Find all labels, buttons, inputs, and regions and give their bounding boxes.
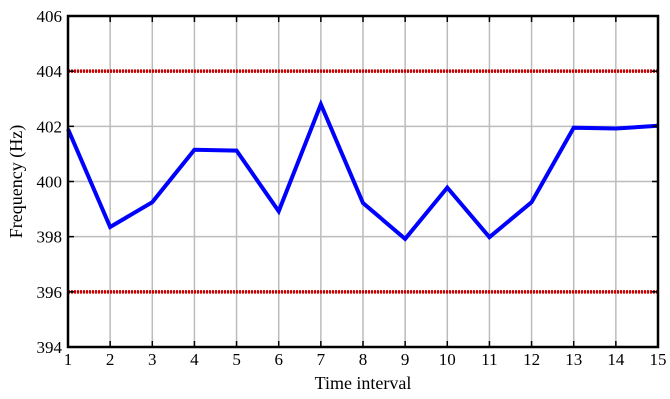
x-tick-label: 14	[607, 350, 625, 369]
x-tick-label: 2	[106, 350, 115, 369]
x-tick-label: 9	[401, 350, 410, 369]
y-axis-label: Frequency (Hz)	[6, 125, 27, 238]
x-tick-label: 1	[64, 350, 73, 369]
y-tick-label: 398	[37, 228, 63, 247]
y-tick-label: 394	[37, 338, 63, 357]
x-tick-label: 10	[439, 350, 456, 369]
x-tick-label: 4	[190, 350, 199, 369]
x-tick-label: 7	[317, 350, 326, 369]
x-tick-label: 13	[565, 350, 582, 369]
y-tick-label: 404	[37, 62, 63, 81]
x-tick-label: 8	[359, 350, 368, 369]
x-axis-label: Time interval	[315, 373, 412, 393]
y-tick-label: 402	[37, 117, 63, 136]
y-tick-label: 396	[37, 283, 63, 302]
x-tick-label: 11	[481, 350, 497, 369]
x-tick-label: 12	[523, 350, 540, 369]
x-tick-label: 5	[232, 350, 241, 369]
x-tick-label: 6	[274, 350, 283, 369]
y-tick-label: 400	[37, 173, 63, 192]
x-tick-label: 3	[148, 350, 157, 369]
y-tick-label: 406	[37, 7, 63, 26]
x-tick-label: 15	[650, 350, 667, 369]
